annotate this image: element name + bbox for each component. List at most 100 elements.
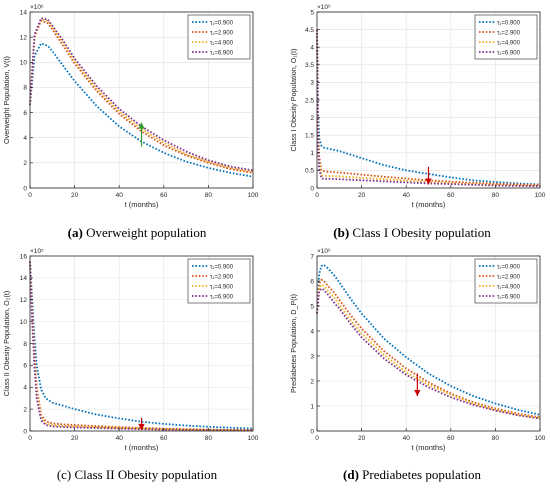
caption-b-label: (b) — [333, 225, 349, 240]
x-tick-label: 20 — [71, 192, 79, 199]
y-tick-label: 0 — [23, 428, 27, 435]
series-line-3 — [316, 29, 541, 187]
legend: τ₁=0.900 τ₁=2.900 τ₁=4.900 τ₁=6.900 — [474, 258, 538, 304]
series-line-2 — [316, 29, 541, 187]
legend: τ₁=0.900 τ₁=2.900 τ₁=4.900 τ₁=6.900 — [187, 14, 251, 60]
legend-label-4: τ₁=6.900 — [210, 50, 234, 56]
trend-arrow-down — [425, 166, 432, 185]
x-tick-label: 40 — [403, 192, 411, 199]
axis-exponent: ×10⁶ — [317, 4, 331, 11]
x-tick-label: 60 — [160, 192, 168, 199]
x-tick-label: 60 — [447, 192, 455, 199]
x-tick-label: 40 — [403, 435, 411, 442]
y-axis-label: Overweight Population, V(t) — [2, 56, 11, 144]
legend-label-4: τ₁=6.900 — [210, 294, 234, 300]
trend-arrow-down — [138, 417, 145, 430]
chart-panel-c: 0 20 40 60 80 100 0 2 4 6 8 10 12 14 16×10⁵ t (months) C… — [2, 248, 259, 452]
y-tick-label: 3 — [310, 353, 314, 360]
caption-c-label: (c) — [57, 467, 71, 482]
chart-panel-b: 0 20 40 60 80 100 0 0.5 1 1.5 2 2.5 3 3.5 4 4.5 5×10⁶ t (… — [289, 4, 546, 209]
series-line-4 — [29, 261, 254, 432]
caption-d-text: Prediabetes population — [362, 467, 481, 482]
y-tick-label: 16 — [20, 253, 28, 260]
legend-box — [187, 14, 251, 60]
y-tick-label: 2 — [310, 378, 314, 385]
x-tick-label: 60 — [447, 435, 455, 442]
caption-b: (b) Class I Obesity population — [333, 225, 491, 240]
legend: τ₁=0.900 τ₁=2.900 τ₁=4.900 τ₁=6.900 — [474, 14, 538, 60]
legend-box — [474, 258, 538, 304]
legend-label-4: τ₁=6.900 — [497, 294, 521, 300]
caption-a-label: (a) — [68, 225, 83, 240]
x-tick-label: 20 — [71, 435, 79, 442]
series-line-3 — [316, 283, 541, 419]
y-tick-label: 14 — [20, 275, 28, 282]
caption-a-text: Overweight population — [86, 225, 207, 240]
x-tick-label: 20 — [358, 192, 366, 199]
y-tick-label: 7 — [310, 253, 314, 260]
x-tick-label: 0 — [315, 435, 319, 442]
legend-box — [187, 258, 251, 304]
y-tick-label: 12 — [20, 297, 28, 304]
x-tick-label: 80 — [492, 435, 500, 442]
y-tick-label: 1.5 — [305, 133, 314, 140]
y-tick-label: 2 — [310, 115, 314, 122]
y-tick-label: 0.5 — [305, 168, 314, 175]
legend-label-2: τ₁=2.900 — [210, 30, 234, 36]
y-tick-label: 0 — [23, 185, 27, 192]
y-tick-label: 8 — [23, 85, 27, 92]
legend-label-1: τ₁=0.900 — [497, 264, 521, 270]
x-tick-label: 80 — [205, 435, 213, 442]
x-tick-label: 100 — [248, 435, 259, 442]
axes-frame — [316, 255, 541, 432]
arrow-head — [425, 178, 432, 185]
trend-arrow-down — [414, 373, 421, 396]
y-tick-label: 2 — [23, 160, 27, 167]
series-line-1 — [316, 29, 541, 186]
legend-label-3: τ₁=4.900 — [497, 284, 521, 290]
y-tick-label: 1 — [310, 403, 314, 410]
arrow-head — [414, 390, 421, 396]
trend-arrow-up — [138, 122, 145, 147]
legend-label-4: τ₁=6.900 — [497, 50, 521, 56]
y-tick-label: 4 — [23, 135, 27, 142]
x-tick-label: 0 — [28, 192, 32, 199]
legend-label-3: τ₁=4.900 — [210, 284, 234, 290]
y-axis-label: Class II Obesity Population, O₂(t) — [2, 291, 11, 396]
axis-exponent: ×10⁶ — [317, 248, 331, 255]
axis-exponent: ×10⁵ — [30, 248, 44, 255]
caption-c-text: Class II Obesity population — [75, 467, 218, 482]
y-tick-label: 4 — [310, 45, 314, 52]
y-tick-label: 0 — [310, 428, 314, 435]
legend-label-2: τ₁=2.900 — [497, 274, 521, 280]
y-tick-label: 14 — [20, 9, 28, 16]
chart-panel-d: 0 20 40 60 80 100 0 1 2 3 4 5 6 7×10⁶ t (months) Predia… — [289, 248, 546, 452]
y-tick-label: 1 — [310, 150, 314, 157]
legend-label-1: τ₁=0.900 — [210, 264, 234, 270]
series-line-4 — [316, 29, 541, 188]
y-tick-label: 6 — [310, 278, 314, 285]
x-tick-label: 100 — [535, 192, 546, 199]
x-tick-label: 40 — [116, 192, 124, 199]
y-tick-label: 4 — [23, 385, 27, 392]
y-tick-label: 6 — [23, 363, 27, 370]
y-tick-label: 5 — [310, 9, 314, 16]
series-line-1 — [316, 263, 541, 416]
x-axis-label: t (months) — [125, 200, 159, 209]
arrow-head — [138, 122, 145, 129]
caption-a: (a) Overweight population — [68, 225, 207, 240]
x-tick-label: 60 — [160, 435, 168, 442]
x-tick-label: 40 — [116, 435, 124, 442]
x-axis-label: t (months) — [125, 443, 159, 452]
y-tick-label: 2 — [23, 406, 27, 413]
series-line-4 — [316, 287, 541, 420]
x-tick-label: 0 — [315, 192, 319, 199]
series-line-1 — [29, 261, 254, 430]
legend-label-3: τ₁=4.900 — [210, 40, 234, 46]
axes-frame — [29, 11, 254, 189]
axis-exponent: ×10⁶ — [30, 4, 44, 11]
y-tick-label: 0 — [310, 185, 314, 192]
y-tick-label: 3.5 — [305, 62, 314, 69]
chart-panel-a: 0 20 40 60 80 100 0 2 4 6 8 10 12 14×10⁶ t (months) Ove… — [2, 4, 259, 209]
